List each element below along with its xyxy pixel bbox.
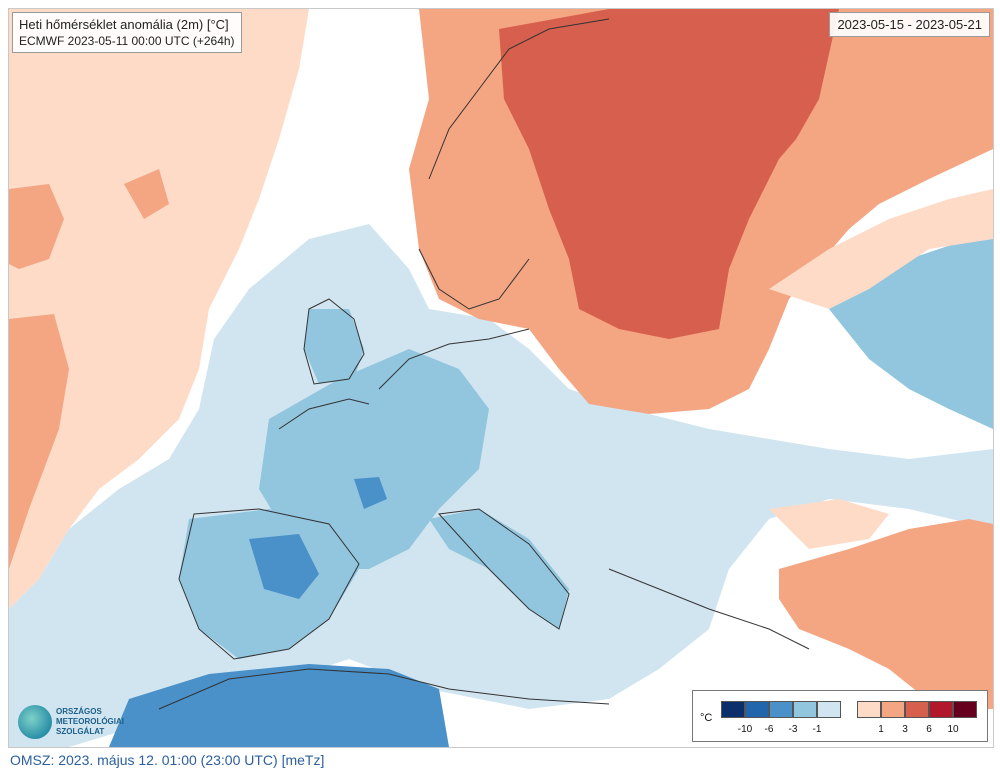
legend-tick-warm-2: 3 bbox=[902, 724, 908, 735]
coastline-eastern-mediterranean bbox=[608, 568, 810, 650]
atlantic-warm-patch-1 bbox=[9, 184, 64, 269]
footer-timestamp: OMSZ: 2023. május 12. 01:00 (23:00 UTC) … bbox=[10, 752, 325, 768]
france-cold-core bbox=[354, 477, 387, 509]
britain-cold-region bbox=[304, 309, 364, 384]
coastlines bbox=[158, 18, 810, 710]
baltic-strong-warm-region bbox=[499, 9, 839, 339]
italy-cold-region bbox=[429, 509, 569, 629]
legend-tick-warm-4: 10 bbox=[947, 724, 959, 735]
omsz-logo: ORSZÁGOS METEOROLÓGIAI SZOLGÁLAT bbox=[15, 701, 135, 745]
legend-swatch-cold-1 bbox=[721, 701, 745, 718]
map-title: Heti hőmérséklet anomália (2m) [°C] bbox=[19, 17, 229, 32]
coastline-italy bbox=[437, 508, 570, 630]
middle-east-warm-region bbox=[779, 519, 993, 709]
map-frame: Heti hőmérséklet anomália (2m) [°C] ECMW… bbox=[8, 8, 994, 748]
north-africa-cold-region bbox=[109, 664, 449, 747]
model-run-label: ECMWF 2023-05-11 00:00 UTC (+264h) bbox=[19, 34, 235, 48]
east-warm-region bbox=[749, 9, 993, 289]
legend-unit: °C bbox=[700, 712, 713, 724]
omsz-logo-text: ORSZÁGOS METEOROLÓGIAI SZOLGÁLAT bbox=[56, 707, 124, 737]
legend-tick-warm-1: 1 bbox=[878, 724, 884, 735]
coastline-scandinavia bbox=[418, 18, 610, 310]
legend-swatch-warm-5 bbox=[953, 701, 977, 718]
legend-tick-cold-4: -1 bbox=[812, 724, 822, 735]
coastline-western-europe bbox=[278, 328, 530, 430]
legend-swatch-warm-2 bbox=[881, 701, 905, 718]
legend-swatch-warm-1 bbox=[857, 701, 881, 718]
legend-swatch-cold-3 bbox=[769, 701, 793, 718]
legend-swatch-cold-5 bbox=[817, 701, 841, 718]
turkey-light-warm-region bbox=[769, 499, 889, 549]
map-title-box: Heti hőmérséklet anomália (2m) [°C] ECMW… bbox=[12, 12, 242, 53]
legend-swatch-warm-3 bbox=[905, 701, 929, 718]
atlantic-warm-patch-3 bbox=[124, 169, 169, 219]
france-cold-region bbox=[259, 349, 489, 569]
legend-tick-warm-3: 6 bbox=[926, 724, 932, 735]
coastline-north-africa bbox=[158, 668, 610, 710]
anomaly-map bbox=[9, 9, 993, 747]
logo-line-3: SZOLGÁLAT bbox=[56, 727, 105, 736]
east-light-warm-band bbox=[769, 189, 993, 309]
legend-swatch-cold-2 bbox=[745, 701, 769, 718]
date-range-label: 2023-05-15 - 2023-05-21 bbox=[829, 12, 990, 37]
logo-line-1: ORSZÁGOS bbox=[56, 707, 102, 716]
atlantic-warm-patch-2 bbox=[9, 314, 69, 569]
legend-tick-cold-1: -10 bbox=[737, 724, 753, 735]
logo-line-2: METEOROLÓGIAI bbox=[56, 717, 124, 726]
legend-swatch-cold-4 bbox=[793, 701, 817, 718]
iberia-colder-core bbox=[249, 534, 319, 599]
omsz-logo-icon bbox=[18, 705, 52, 739]
legend-swatch-warm-4 bbox=[929, 701, 953, 718]
coastline-iberia bbox=[178, 508, 360, 660]
legend-tick-cold-3: -3 bbox=[788, 724, 798, 735]
color-legend: °C -10 -6 -3 -1 1 3 6 10 bbox=[692, 690, 988, 742]
atlantic-warm-region bbox=[9, 9, 309, 609]
coastline-britain bbox=[303, 298, 365, 385]
legend-tick-cold-2: -6 bbox=[764, 724, 774, 735]
